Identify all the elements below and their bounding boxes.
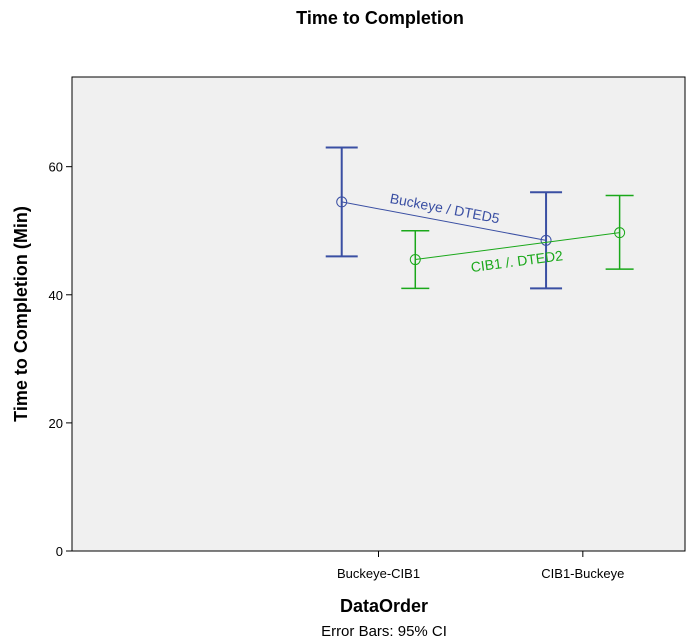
- data-point: [540, 234, 552, 246]
- error-bar-footnote: Error Bars: 95% CI: [321, 623, 447, 640]
- data-point: [336, 196, 348, 208]
- x-axis: Buckeye-CIB1 CIB1-Buckeye: [337, 551, 624, 581]
- y-axis-title: Time to Completion (Min): [11, 206, 31, 422]
- x-tick-label: Buckeye-CIB1: [337, 566, 420, 581]
- data-point: [614, 227, 626, 239]
- y-tick-label: 60: [49, 160, 63, 175]
- plot-area: [71, 76, 686, 552]
- series-line: [415, 232, 620, 261]
- x-axis-title: DataOrder: [340, 596, 428, 616]
- y-tick-label: 0: [56, 544, 63, 559]
- data-point: [409, 254, 421, 266]
- x-tick-label: CIB1-Buckeye: [541, 566, 624, 581]
- y-tick-label: 40: [49, 288, 63, 303]
- series-line: [341, 201, 547, 241]
- y-tick-label: 20: [49, 416, 63, 431]
- y-axis: 0 20 40 60: [49, 160, 72, 559]
- chart-title: Time to Completion: [296, 8, 464, 28]
